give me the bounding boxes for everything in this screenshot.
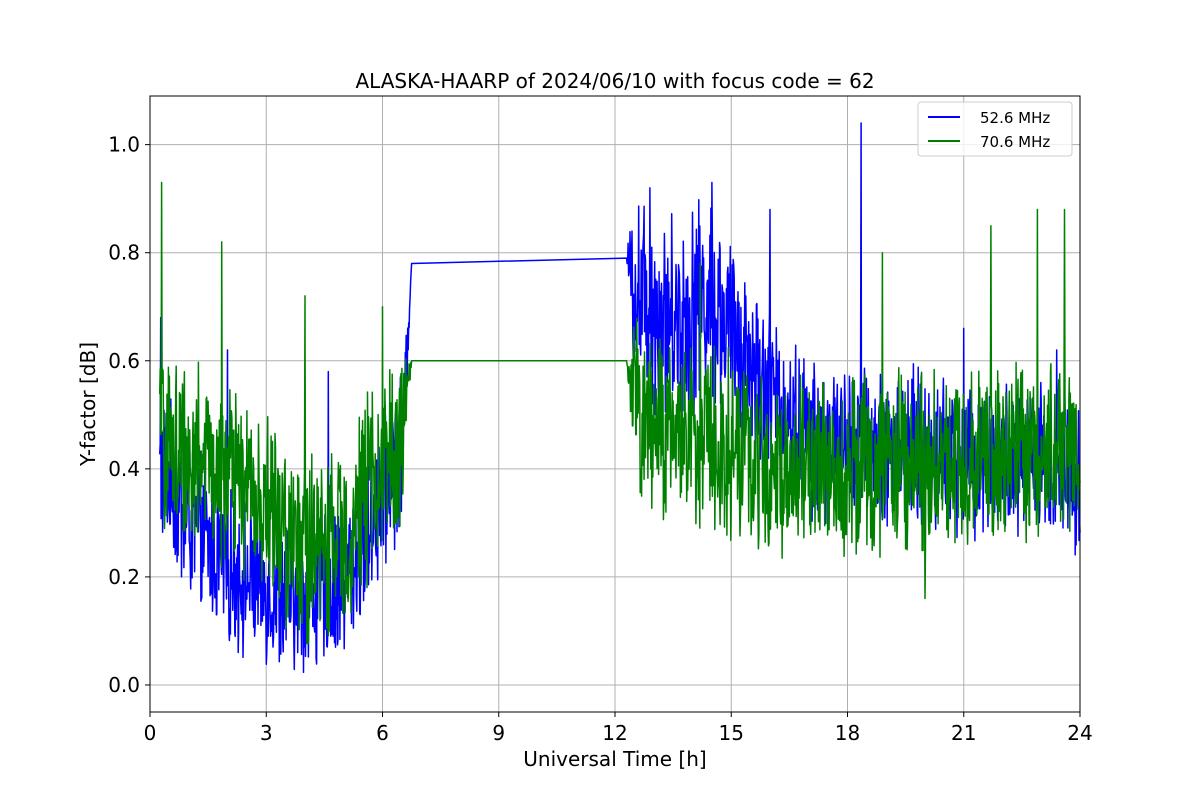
series-layer bbox=[158, 122, 1081, 674]
series-line-70-6-mhz bbox=[158, 181, 1081, 645]
chart-title: ALASKA-HAARP of 2024/06/10 with focus co… bbox=[355, 69, 874, 93]
legend-box bbox=[917, 101, 1073, 157]
legend-label-52-6-mhz: 52.6 MHz bbox=[980, 109, 1050, 127]
tick-layer: 0 3 6 9 12 15 18 21 24 0.0 0.2 0.4 0.6 0.8 1.0 bbox=[108, 133, 1093, 745]
x-tick-label: 0 bbox=[144, 721, 157, 745]
y-tick-label: 0.6 bbox=[108, 349, 140, 373]
y-tick-label: 1.0 bbox=[108, 133, 140, 157]
legend: 52.6 MHz 70.6 MHz bbox=[917, 101, 1073, 157]
x-tick-label: 15 bbox=[719, 721, 744, 745]
y-tick-label: 0.8 bbox=[108, 241, 140, 265]
x-tick-label: 9 bbox=[492, 721, 505, 745]
y-tick-label: 0.2 bbox=[108, 565, 140, 589]
x-axis-label: Universal Time [h] bbox=[523, 747, 706, 771]
y-tick-label: 0.0 bbox=[108, 673, 140, 697]
legend-label-70-6-mhz: 70.6 MHz bbox=[980, 133, 1050, 151]
x-tick-label: 18 bbox=[835, 721, 860, 745]
y-axis-label: Y-factor [dB] bbox=[76, 342, 100, 467]
x-tick-label: 12 bbox=[602, 721, 627, 745]
x-tick-label: 6 bbox=[376, 721, 389, 745]
x-tick-label: 24 bbox=[1067, 721, 1092, 745]
x-tick-label: 21 bbox=[951, 721, 976, 745]
y-tick-label: 0.4 bbox=[108, 457, 140, 481]
x-tick-label: 3 bbox=[260, 721, 273, 745]
